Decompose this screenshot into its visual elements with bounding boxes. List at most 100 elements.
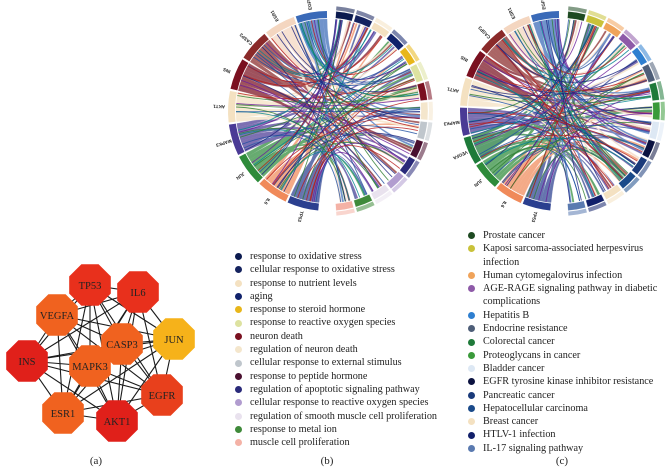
chord-gene-sector [460, 77, 473, 106]
legend-b-item: response to peptide hormone [235, 370, 437, 383]
chord-link [551, 19, 626, 176]
chord-link [266, 117, 420, 180]
legend-c-item: Kaposi sarcoma-associated herpesvirus [468, 242, 657, 255]
legend-b-item: cellular response to reactive oxygen spe… [235, 396, 437, 409]
chord-term-outer-ring [374, 17, 393, 32]
legend-swatch [468, 405, 475, 412]
legend-label: neuron death [250, 330, 303, 342]
legend-swatch [235, 346, 242, 354]
legend-b-item: regulation of neuron death [235, 343, 437, 356]
legend-swatch [468, 325, 475, 333]
chord-gene-label: ESR1 [506, 6, 516, 19]
chord-link [235, 111, 361, 198]
chord-link [477, 68, 650, 132]
legend-c-item: Pancreatic cancer [468, 389, 657, 402]
chord-link [271, 38, 419, 128]
chord-term-outer-ring [424, 81, 433, 100]
chord-gene-sector [530, 11, 560, 23]
legend-swatch [468, 391, 475, 399]
chord-link [243, 27, 368, 87]
chord-link [263, 44, 411, 86]
chord-link [526, 72, 645, 197]
network-node-il6: IL6 [117, 271, 159, 313]
chord-gene-sector [503, 15, 532, 35]
chord-gene-sector [476, 161, 500, 187]
legend-swatch [235, 332, 242, 340]
network-node-label: CASP3 [106, 340, 138, 351]
legend-b-item: cellular response to oxidative stress [235, 263, 437, 276]
chord-gene-sector [230, 59, 249, 91]
legend-label: EGFR tyrosine kinase inhibitor resistanc… [483, 376, 654, 388]
legend-label: Prostate cancer [483, 230, 545, 241]
network-node-esr1: ESR1 [42, 392, 84, 434]
chord-link [506, 26, 598, 187]
chord-link [244, 19, 342, 151]
chord-term-outer-ring [568, 6, 587, 14]
legend-label: Pancreatic cancer [483, 389, 555, 401]
chord-link [533, 149, 623, 200]
legend-label: regulation of apoptotic signaling pathwa… [250, 383, 420, 395]
chord-term-sector [416, 121, 428, 140]
chord-diagram-b: TP53 IL6 JUN MAPK3 AKT1 INS CASP3 ESR1 EGFR [213, 0, 433, 223]
legend-b-item: response to oxidative stress [235, 250, 437, 263]
legend-swatch [235, 253, 242, 261]
legend-label-continuation: infection [483, 256, 520, 268]
legend-b-item: response to reactive oxygen species [235, 316, 437, 329]
chord-link [313, 151, 381, 202]
chord-link [527, 24, 627, 75]
chord-term-sector [416, 82, 428, 101]
chord-term-outer-ring [623, 29, 640, 46]
legend-b-item: aging [235, 290, 437, 303]
chord-link [529, 26, 597, 198]
chord-term-outer-ring [568, 208, 587, 216]
chord-link [485, 19, 575, 166]
legend-b-item: cellular response to external stimulus [235, 356, 437, 369]
chord-link [468, 122, 614, 187]
network-node-ins: INS [6, 340, 48, 382]
chord-term-outer-ring [391, 176, 408, 193]
chord-link [510, 122, 652, 189]
legend-label: cellular response to oxidative stress [250, 264, 395, 276]
legend-swatch [468, 338, 475, 346]
legend-c-item: Bladder cancer [468, 362, 657, 375]
chord-term-outer-ring [424, 122, 433, 141]
chord-gene-sector [295, 11, 328, 23]
legend-swatch [235, 359, 242, 367]
chord-link [306, 21, 420, 126]
chord-link [241, 79, 374, 192]
chord-term-sector [386, 171, 404, 189]
chord-term-outer-ring [336, 208, 355, 216]
legend-label: Breast cancer [483, 416, 539, 428]
legend-swatch [235, 426, 242, 433]
chord-gene-sector [228, 90, 237, 123]
legend-swatch [235, 306, 242, 314]
legend-label: Hepatitis B [483, 309, 530, 321]
legend-label: AGE-RAGE signaling pathway in diabetic [483, 283, 658, 295]
chord-link [473, 24, 593, 145]
chord-term-sector [335, 11, 354, 22]
legend-label: Endocrine resistance [483, 323, 568, 335]
chord-term-outer-ring [417, 141, 428, 161]
legend-label: response to reactive oxygen species [250, 317, 396, 329]
network-node-jun: JUN [153, 318, 195, 360]
chord-link [276, 34, 420, 120]
network-node-label: INS [19, 357, 36, 368]
legend-label: HTLV-1 infection [483, 429, 556, 441]
legend-b-item: neuron death [235, 330, 437, 343]
chord-term-sector [420, 101, 429, 121]
chord-gene-sector [243, 33, 269, 62]
chord-link [305, 99, 420, 201]
chord-link [493, 148, 580, 202]
chord-ribbon [525, 59, 638, 198]
chord-link [469, 25, 596, 128]
chord-link [315, 109, 420, 203]
legend-c-item: Endocrine resistance [468, 322, 657, 335]
chord-term-sector [648, 121, 660, 140]
chord-gene-label: EGFR [540, 0, 547, 10]
chord-term-outer-ring [649, 141, 660, 161]
network-node-akt1: AKT1 [96, 400, 138, 442]
chord-gene-sector [466, 50, 486, 79]
chord-term-sector [631, 47, 648, 66]
chord-term-sector [641, 63, 656, 83]
legend-swatch [468, 444, 475, 452]
